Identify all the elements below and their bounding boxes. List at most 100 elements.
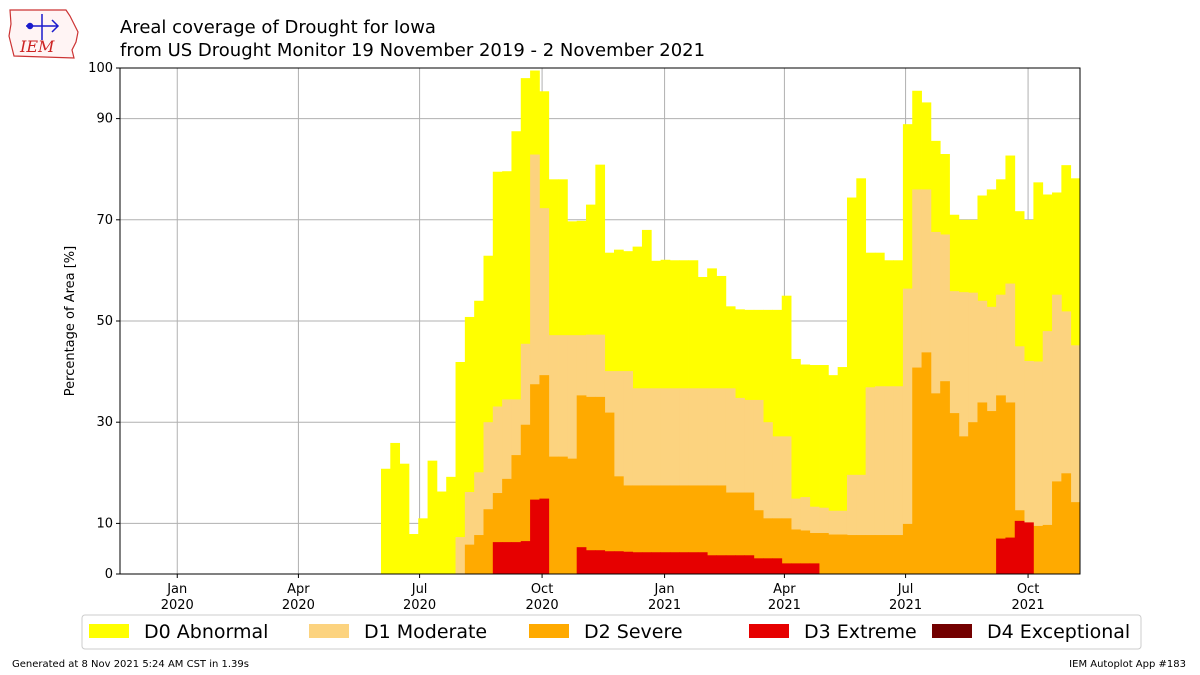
bar-d0 <box>474 300 484 574</box>
y-tick-label: 0 <box>105 567 113 582</box>
bar-d2 <box>679 485 689 574</box>
bar-d2 <box>986 411 997 574</box>
bar-d2 <box>725 492 736 574</box>
bar-d1 <box>846 474 857 574</box>
bar-d0 <box>408 534 419 574</box>
bar-d0 <box>837 367 848 574</box>
bar-d3 <box>632 552 643 574</box>
bar-d2 <box>520 424 531 574</box>
legend-label: D4 Exceptional <box>987 621 1130 643</box>
bar-d1 <box>735 397 745 574</box>
bar-d2 <box>772 518 783 574</box>
bar-d0 <box>856 178 867 575</box>
bar-d2 <box>819 533 829 574</box>
bar-d1 <box>1024 360 1034 574</box>
y-tick-label: 30 <box>96 415 113 430</box>
bar-d2 <box>837 534 848 574</box>
bar-d1 <box>548 335 559 574</box>
x-tick-label: Oct <box>531 582 553 597</box>
bar-d3 <box>753 558 764 574</box>
bar-d2 <box>949 413 960 574</box>
bar-d2 <box>874 535 885 574</box>
bar-d2 <box>884 535 894 574</box>
bar-d1 <box>902 288 913 574</box>
bar-d2 <box>548 456 559 574</box>
legend-swatch <box>932 624 972 638</box>
bar-d1 <box>697 388 708 574</box>
bar-d2 <box>1052 481 1062 574</box>
legend-swatch <box>749 624 789 638</box>
y-axis-label: Percentage of Area [%] <box>63 246 78 396</box>
bar-d1 <box>707 388 717 574</box>
bar-d2 <box>856 535 867 574</box>
bar-d2 <box>641 485 652 574</box>
bar-d1 <box>865 387 876 574</box>
x-tick-label: Jan <box>166 582 187 597</box>
bar-d2 <box>791 529 801 574</box>
logo-text: IEM <box>19 37 55 56</box>
footer-app-text: IEM Autoplot App #183 <box>1069 659 1186 670</box>
x-tick-label: 2020 <box>161 598 194 613</box>
bar-d3 <box>772 558 783 574</box>
bar-d0 <box>418 518 428 574</box>
bar-d3 <box>595 550 606 574</box>
legend-frame <box>81 614 1142 650</box>
bar-d2 <box>697 485 708 574</box>
bar-d2 <box>502 478 512 574</box>
bar-d2 <box>996 395 1006 574</box>
bar-d2 <box>483 509 494 574</box>
bar-d2 <box>893 535 904 574</box>
bar-d2 <box>632 485 643 574</box>
legend-label: D2 Severe <box>584 621 683 643</box>
x-tick-label: Jul <box>411 582 428 597</box>
bar-d2 <box>474 535 484 574</box>
bar-d2 <box>1070 502 1081 574</box>
bar-d2 <box>464 544 475 574</box>
bar-d3 <box>576 547 587 574</box>
bar-d2 <box>930 393 941 574</box>
bar-d1 <box>1061 311 1072 574</box>
bar-d2 <box>530 384 540 574</box>
bar-d1 <box>641 388 652 574</box>
bar-d1 <box>688 388 699 574</box>
bar-d1 <box>763 422 773 574</box>
bar-d2 <box>539 375 550 574</box>
bar-d2 <box>716 485 727 574</box>
y-axis-ticks: 0 10 30 50 70 90 100 <box>88 61 120 582</box>
legend-swatch <box>309 624 349 638</box>
bar-d1 <box>772 436 783 574</box>
bar-d3 <box>679 552 689 574</box>
bar-d2 <box>828 534 839 574</box>
bar-d1 <box>744 399 755 574</box>
y-tick-label: 100 <box>88 61 113 76</box>
bar-d3 <box>791 563 801 574</box>
bar-d3 <box>707 555 717 574</box>
bar-d0 <box>455 361 466 574</box>
bar-d2 <box>623 485 634 574</box>
bar-d2 <box>660 485 671 574</box>
bar-d1 <box>669 388 680 574</box>
bar-d2 <box>1042 524 1053 574</box>
bar-d1 <box>1052 294 1062 574</box>
bar-d1 <box>1014 346 1025 574</box>
bar-d0 <box>800 364 811 574</box>
bar-d3 <box>641 552 652 574</box>
bar-d3 <box>1014 520 1025 574</box>
bar-d1 <box>679 388 689 574</box>
bar-d3 <box>781 563 792 574</box>
bar-d3 <box>735 555 745 574</box>
bar-d2 <box>1033 525 1044 574</box>
bar-d3 <box>809 563 820 574</box>
bar-d1 <box>1042 331 1053 574</box>
bar-d1 <box>660 388 671 574</box>
bar-d3 <box>1024 522 1034 574</box>
bar-d1 <box>781 436 792 574</box>
bar-d3 <box>492 542 503 574</box>
x-tick-label: Oct <box>1017 582 1039 597</box>
bar-d2 <box>707 485 717 574</box>
bar-d0 <box>520 78 531 575</box>
bar-d2 <box>902 523 913 574</box>
bar-d1 <box>613 371 624 574</box>
bar-d1 <box>856 474 867 574</box>
bar-d0 <box>809 365 820 574</box>
